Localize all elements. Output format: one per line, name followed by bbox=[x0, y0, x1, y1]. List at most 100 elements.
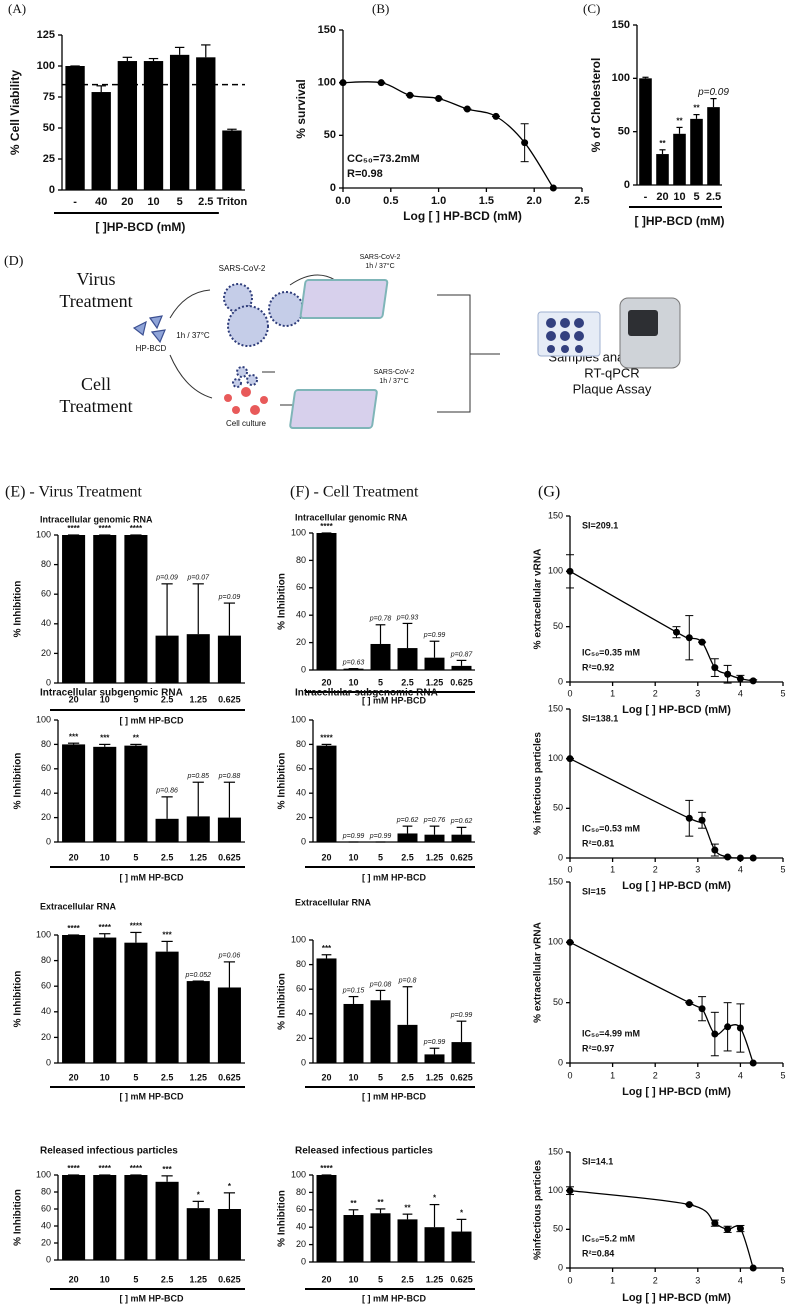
x-tick-label: 5 bbox=[133, 852, 138, 862]
panel-label: (B) bbox=[372, 1, 389, 16]
x-tick-label: 5 bbox=[177, 196, 183, 208]
significance-label: *** bbox=[322, 944, 332, 953]
x-tick-label: 20 bbox=[321, 1072, 331, 1082]
significance-label: **** bbox=[99, 923, 112, 932]
y-tick-label: 100 bbox=[291, 1169, 306, 1179]
diagram-label: Virus bbox=[77, 269, 116, 289]
y-axis-label: % Inhibition bbox=[277, 973, 288, 1030]
x-tick-label: 5 bbox=[780, 1070, 785, 1080]
y-tick-label: 100 bbox=[548, 1185, 563, 1195]
significance-label: p=0.15 bbox=[342, 987, 365, 994]
x-axis-label: [ ] mM HP-BCD bbox=[120, 1091, 184, 1101]
data-point bbox=[736, 675, 744, 683]
bar bbox=[155, 1181, 179, 1260]
y-tick-label: 100 bbox=[36, 929, 51, 939]
significance-label: ** bbox=[676, 117, 683, 126]
data-point bbox=[724, 1023, 732, 1031]
x-tick-label: 2.5 bbox=[401, 677, 414, 687]
x-tick-label: 3 bbox=[695, 688, 700, 698]
fit-note: R²=0.81 bbox=[582, 838, 614, 848]
data-point bbox=[492, 112, 500, 120]
bar bbox=[124, 535, 148, 683]
fit-note: IC₅₀=0.35 mM bbox=[582, 647, 640, 657]
y-tick-label: 60 bbox=[41, 981, 51, 991]
y-tick-label: 0 bbox=[330, 182, 336, 194]
bar bbox=[370, 1213, 391, 1262]
section-heading: (F) - Cell Treatment bbox=[290, 484, 419, 501]
bar bbox=[343, 1003, 364, 1063]
x-tick-label: 1.25 bbox=[426, 1274, 444, 1284]
data-point bbox=[463, 105, 471, 113]
bar bbox=[217, 817, 241, 842]
x-tick-label: 1.25 bbox=[426, 677, 444, 687]
data-point bbox=[724, 1225, 732, 1233]
x-tick-label: 0.625 bbox=[218, 1072, 241, 1082]
y-tick-label: 100 bbox=[36, 1169, 51, 1179]
data-point bbox=[749, 1264, 757, 1272]
data-point bbox=[711, 1219, 719, 1227]
y-tick-label: 0 bbox=[301, 836, 306, 846]
y-tick-label: 20 bbox=[296, 1239, 306, 1249]
significance-label: * bbox=[228, 1182, 232, 1191]
y-tick-label: 150 bbox=[548, 1146, 563, 1156]
y-tick-label: 80 bbox=[296, 555, 306, 565]
y-tick-label: 80 bbox=[296, 959, 306, 969]
bar bbox=[62, 935, 86, 1063]
bar bbox=[217, 987, 241, 1063]
bar bbox=[690, 118, 703, 185]
significance-label: p=0.09 bbox=[218, 594, 241, 601]
significance-label: p=0.07 bbox=[186, 575, 210, 582]
bar bbox=[155, 951, 179, 1063]
data-point bbox=[736, 1024, 744, 1032]
diagram-label: 1h / 37°C bbox=[365, 262, 394, 270]
x-tick-label: 4 bbox=[738, 688, 743, 698]
bar bbox=[397, 833, 418, 842]
x-tick-label: 1.25 bbox=[426, 852, 444, 862]
x-tick-label: 2.5 bbox=[401, 1274, 414, 1284]
y-tick-label: 0 bbox=[49, 184, 55, 196]
data-point bbox=[685, 814, 693, 822]
y-axis-label: % Inhibition bbox=[277, 573, 288, 630]
data-point bbox=[521, 139, 529, 147]
virus-icon bbox=[223, 283, 304, 388]
y-tick-label: 60 bbox=[41, 763, 51, 773]
data-point bbox=[711, 664, 719, 672]
y-axis-label: % extracellular vRNA bbox=[533, 922, 544, 1023]
bar bbox=[217, 635, 241, 683]
significance-label: *** bbox=[100, 734, 110, 743]
bar bbox=[424, 834, 445, 842]
y-tick-label: 50 bbox=[553, 997, 563, 1007]
x-tick-label: 3 bbox=[695, 1275, 700, 1285]
diagram-label: SARS-CoV-2 bbox=[374, 369, 415, 376]
significance-label: ** bbox=[350, 1199, 357, 1208]
y-axis-label: %infectious particles bbox=[533, 1160, 544, 1260]
significance-label: p=0.99 bbox=[342, 833, 365, 840]
y-axis-label: % Inhibition bbox=[277, 1190, 288, 1247]
x-tick-label: 2 bbox=[653, 688, 658, 698]
y-tick-label: 20 bbox=[296, 812, 306, 822]
x-axis-label: [ ] mM HP-BCD bbox=[362, 695, 426, 705]
x-tick-label: 2.5 bbox=[401, 1072, 414, 1082]
y-tick-label: 0 bbox=[558, 852, 563, 862]
x-tick-label: 0.625 bbox=[218, 852, 241, 862]
fit-note: CC₅₀=73.2mM bbox=[347, 153, 420, 165]
significance-label: p=0.63 bbox=[342, 659, 365, 666]
bar bbox=[186, 816, 210, 842]
y-tick-label: 0 bbox=[558, 676, 563, 686]
data-point bbox=[736, 854, 744, 862]
bar bbox=[370, 1000, 391, 1063]
significance-label: * bbox=[433, 1194, 437, 1203]
y-tick-label: 80 bbox=[41, 1186, 51, 1196]
instrument bbox=[619, 297, 681, 369]
significance-label: ** bbox=[659, 139, 666, 148]
y-tick-label: 60 bbox=[296, 582, 306, 592]
bar bbox=[186, 981, 210, 1063]
y-tick-label: 60 bbox=[296, 763, 306, 773]
bar bbox=[222, 130, 242, 190]
y-tick-label: 0 bbox=[301, 1256, 306, 1266]
data-point bbox=[549, 184, 557, 192]
y-tick-label: 0 bbox=[301, 664, 306, 674]
x-axis-label: [ ]HP-BCD (mM) bbox=[635, 214, 725, 228]
bar bbox=[124, 1175, 148, 1260]
data-point bbox=[685, 999, 693, 1007]
